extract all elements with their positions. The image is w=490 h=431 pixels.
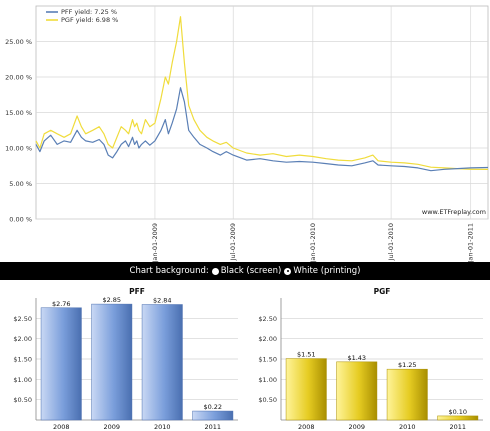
bar-chart-title: PFF — [129, 287, 145, 296]
x-tick-label: Jan-01-2009 — [151, 223, 159, 262]
y-tick-label: 0.00 % — [9, 216, 32, 224]
pff-distribution-bar-chart: PFF $0.50 $1.00 $1.50 $2.00 $2.50 $2.76 2008 $2.… — [13, 287, 238, 431]
x-tick-label: 2010 — [154, 423, 171, 431]
radio-white-icon[interactable] — [284, 267, 292, 275]
y-tick-label: 15.00 % — [5, 109, 32, 117]
y-tick-label: $1.50 — [258, 356, 277, 364]
yield-line-chart: 0.00 % 5.00 % 10.00 % 15.00 % 20.00 % 25.00 %… — [5, 5, 489, 262]
data-label-2009: $2.85 — [102, 296, 121, 304]
option-black-screen[interactable]: Black (screen) — [211, 266, 282, 276]
chart-background-label: Chart background: — [129, 266, 209, 276]
data-label-2009: $1.43 — [347, 354, 366, 362]
chart-background-selector: Chart background: Black (screen) White (… — [0, 262, 490, 280]
y-tick-label: $1.50 — [13, 356, 32, 364]
bar-2010 — [141, 304, 183, 421]
y-tick-label: 20.00 % — [5, 74, 32, 82]
data-label-2008: $2.76 — [52, 300, 71, 308]
watermark-text: www.ETFreplay.com — [422, 208, 486, 216]
y-tick-label: $1.00 — [13, 376, 32, 384]
bar-2009 — [91, 303, 133, 421]
pgf-distribution-bar-chart: PGF $0.50 $1.00 $1.50 $2.00 $2.50 $1.51 2008 $1.… — [258, 287, 483, 431]
x-tick-label: 2008 — [298, 423, 315, 431]
pgf-series-line — [35, 16, 489, 170]
y-tick-label: $2.00 — [258, 335, 277, 343]
y-tick-label: $1.00 — [258, 376, 277, 384]
bar-2011 — [437, 415, 479, 421]
x-tick-label: 2008 — [53, 423, 70, 431]
x-tick-label: 2009 — [348, 423, 365, 431]
option-white-printing[interactable]: White (printing) — [284, 266, 360, 276]
legend-entry-pff: PFF yield: 7.25 % — [61, 8, 117, 16]
bar-2009 — [336, 361, 378, 421]
option-white-label: White (printing) — [293, 266, 361, 276]
x-tick-label: Jan-01-2010 — [309, 223, 317, 262]
option-black-label: Black (screen) — [220, 266, 282, 276]
pff-series-line — [35, 87, 489, 172]
data-label-2010: $1.25 — [398, 361, 417, 369]
x-tick-label: Jan-01-2011 — [467, 223, 475, 262]
y-tick-label: 5.00 % — [9, 180, 32, 188]
y-tick-label: $2.00 — [13, 335, 32, 343]
y-tick-label: $2.50 — [13, 315, 32, 323]
y-tick-label: 25.00 % — [5, 38, 32, 46]
legend-entry-pgf: PGF yield: 6.98 % — [61, 16, 118, 24]
bar-2010 — [386, 368, 428, 421]
x-tick-label: 2011 — [204, 423, 221, 431]
x-tick-label: 2011 — [449, 423, 466, 431]
radio-black-icon[interactable] — [211, 267, 219, 275]
x-tick-label: 2010 — [399, 423, 416, 431]
data-label-2008: $1.51 — [297, 351, 316, 359]
x-tick-label: 2009 — [103, 423, 120, 431]
y-tick-label: $2.50 — [258, 315, 277, 323]
bar-2008 — [40, 307, 82, 421]
y-tick-label: $0.50 — [13, 396, 32, 404]
y-tick-label: 10.00 % — [5, 145, 32, 153]
data-label-2011: $0.22 — [203, 403, 222, 411]
x-tick-label: Jul-01-2010 — [387, 223, 395, 261]
y-tick-label: $0.50 — [258, 396, 277, 404]
x-tick-label: Jul-01-2009 — [229, 223, 237, 261]
bar-chart-title: PGF — [374, 287, 391, 296]
data-label-2011: $0.10 — [448, 408, 467, 416]
bar-2008 — [285, 358, 327, 421]
data-label-2010: $2.84 — [153, 297, 172, 305]
bar-2011 — [192, 410, 234, 421]
